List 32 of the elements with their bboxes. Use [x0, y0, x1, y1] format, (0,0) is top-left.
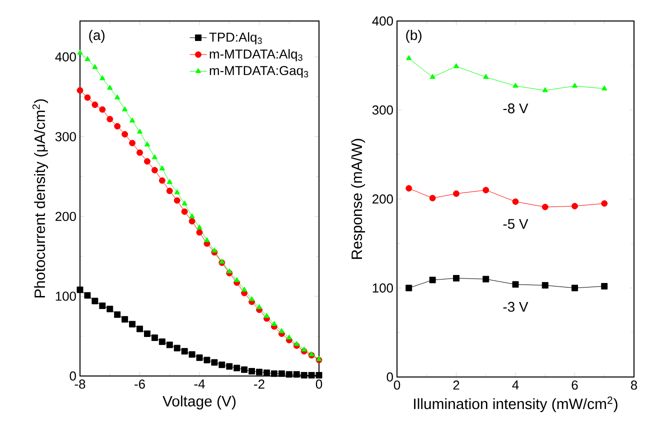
y-tick-label: 400	[372, 16, 393, 26]
y-tick-label: 0	[70, 371, 76, 381]
x-axis-title: Voltage (V)	[162, 396, 236, 410]
x-tick-label: -4	[194, 380, 205, 388]
y-tick-label: 200	[56, 212, 76, 222]
x-tick-label: 6	[572, 380, 578, 390]
legend-label: m-MTDATA:Gaq$_{3}$	[210, 66, 308, 78]
x-tick-label: -2	[254, 380, 264, 389]
y-tick-label: 300	[55, 132, 76, 142]
annotation: (b)	[406, 30, 422, 43]
y-tick-label: 100	[372, 283, 393, 293]
x-tick-label: 0	[394, 380, 400, 390]
x-tick-label: -6	[134, 380, 145, 389]
x-tick-label: 4	[512, 380, 519, 390]
series-label: -8 V	[503, 103, 528, 114]
x-tick-label: -8	[74, 380, 86, 389]
y-axis-title: Response (mA/W)	[351, 138, 366, 259]
x-tick-label: 0	[316, 380, 322, 389]
legend-label: m-MTDATA:Alq$_{3}$	[210, 49, 302, 62]
annotation: (a)	[89, 30, 104, 43]
y-axis-title: Photocurrent density (μA/cm$^{2}$)	[32, 99, 48, 298]
y-tick-label: 0	[386, 372, 393, 382]
y-tick-label: 300	[372, 105, 393, 115]
y-tick-label: 400	[55, 52, 76, 62]
series-label: -5 V	[503, 219, 528, 229]
y-tick-label: 200	[372, 194, 393, 204]
x-axis-title: Illumination intensity (mW/cm$^{2}$)	[414, 396, 618, 412]
legend-label: TPD:Alq$_{3}$	[209, 32, 262, 44]
x-tick-label: 8	[630, 380, 638, 390]
y-tick-label: 100	[56, 292, 76, 301]
series-label: -3 V	[503, 302, 528, 312]
x-tick-label: 2	[453, 380, 460, 390]
